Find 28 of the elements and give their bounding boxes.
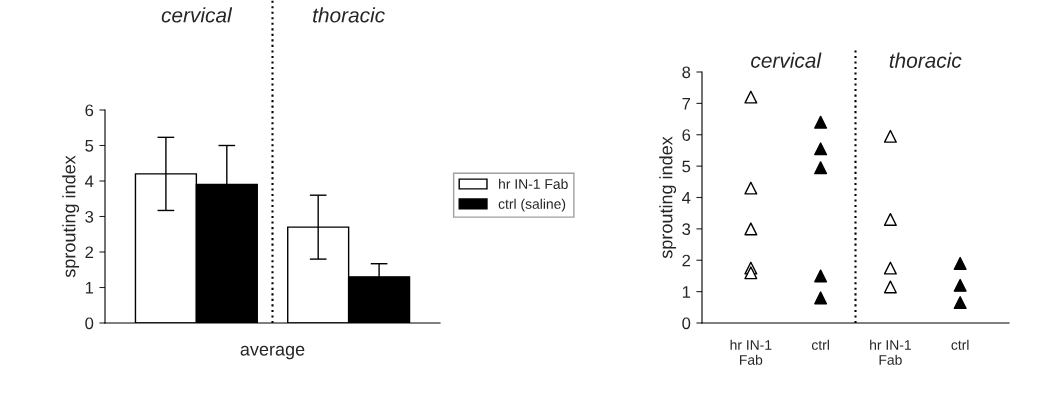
y-tick-label: 3 — [85, 210, 94, 223]
x-tick-label: ctrl — [811, 339, 829, 350]
y-tick-label: 2 — [85, 246, 94, 259]
y-tick-label: 3 — [682, 223, 691, 236]
y-axis-title: sprouting index — [62, 155, 80, 278]
y-tick-label: 6 — [85, 104, 94, 117]
point — [883, 280, 897, 294]
text: cervical — [751, 52, 822, 68]
y-tick-label: 0 — [682, 317, 691, 330]
x-tick-label: hr IN-1 Fab — [870, 339, 911, 365]
y-tick-label: 4 — [682, 192, 691, 204]
y-tick-label: 8 — [682, 66, 691, 79]
y-tick-label: 7 — [682, 97, 691, 110]
y-tick-label: 4 — [85, 175, 94, 188]
x-tick-label: ctrl — [951, 339, 969, 350]
y-tick-label: 0 — [85, 317, 94, 330]
y-tick-label: 1 — [85, 282, 94, 294]
y-tick-label: 1 — [682, 286, 691, 298]
x-axis-title: average — [240, 345, 305, 360]
y-tick-label: 2 — [682, 254, 691, 267]
legend-label: hr IN-1 Fab — [499, 178, 568, 189]
x-tick-label: hr IN-1 Fab — [730, 339, 772, 365]
y-axis-title: sprouting index — [659, 136, 677, 259]
y-tick-label: 5 — [85, 140, 94, 152]
y-tick-label: 5 — [682, 160, 691, 173]
y-tick-label: 6 — [682, 129, 691, 141]
text: thoracic — [889, 52, 962, 68]
legend-label: ctrl (saline) — [498, 198, 566, 212]
